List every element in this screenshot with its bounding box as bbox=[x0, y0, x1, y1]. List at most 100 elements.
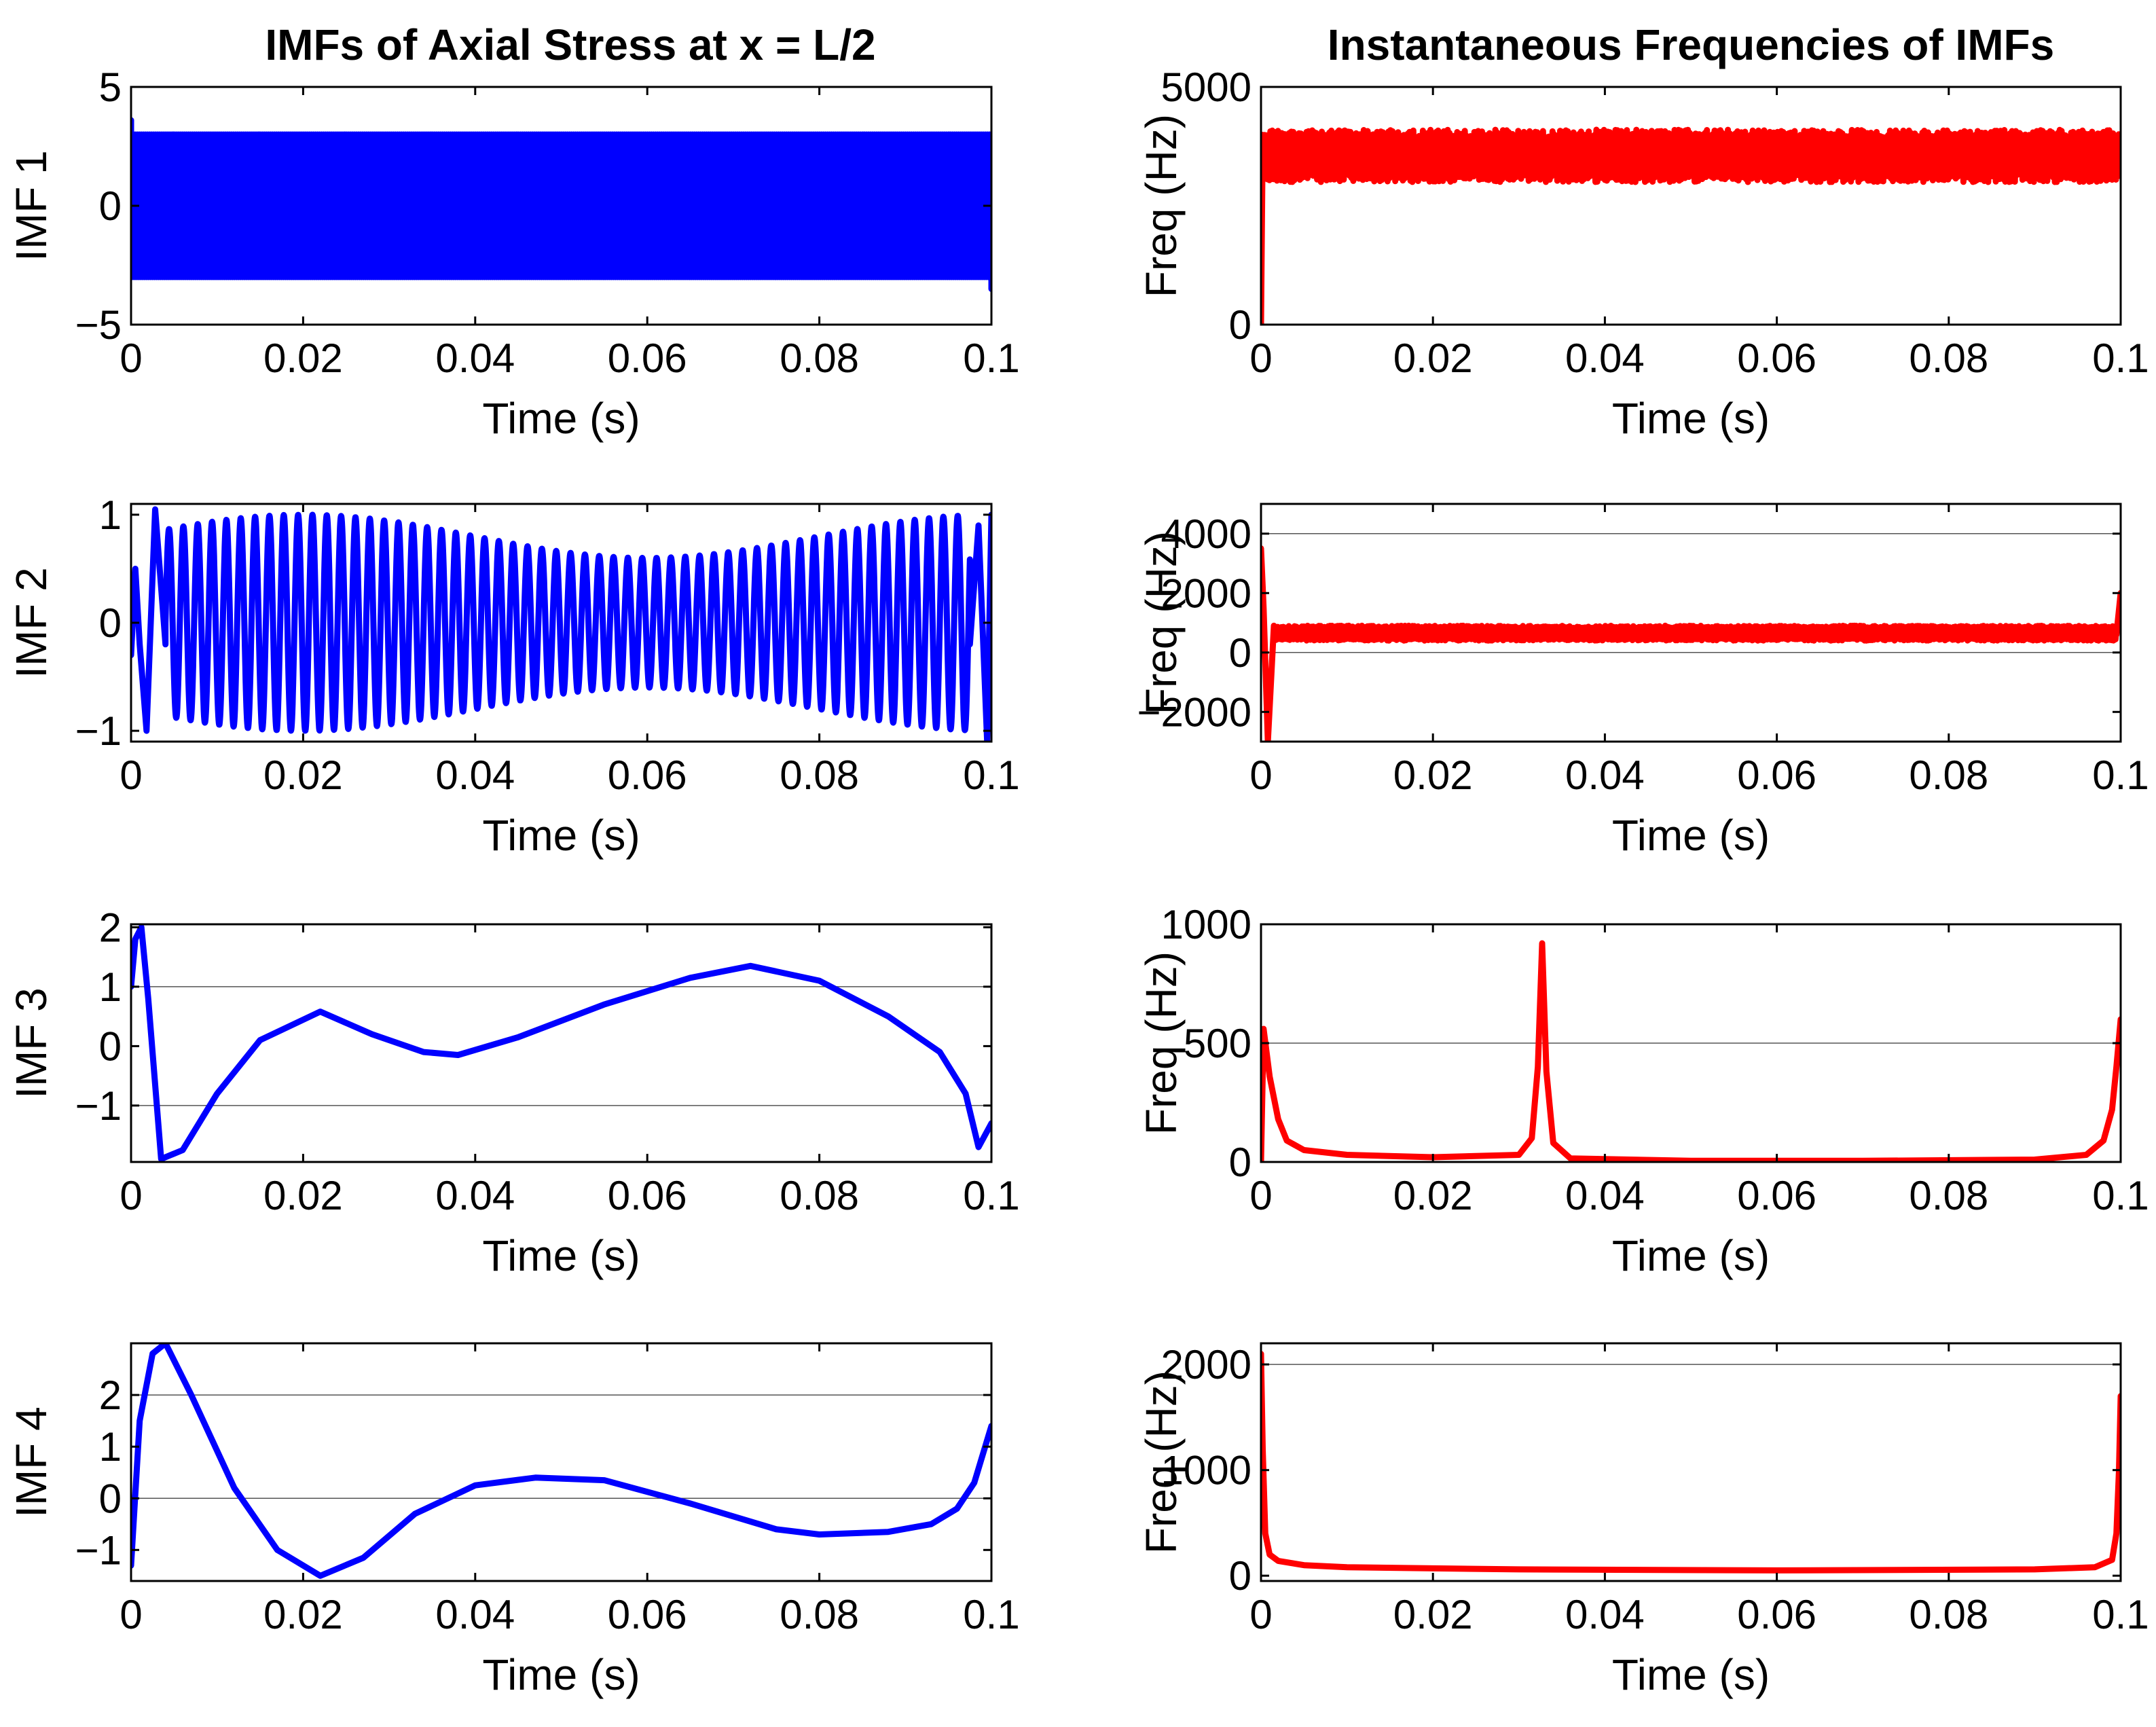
x-tick-label: 0.06 bbox=[608, 335, 687, 381]
subplot-if1: 0 0.02 0.04 0.06 0.08 0.1 0 5000 Time (s) Freq (H… bbox=[1137, 65, 2149, 443]
x-axis-label: Time (s) bbox=[1612, 811, 1770, 860]
x-axis-label: Time (s) bbox=[1612, 1231, 1770, 1280]
x-tick-label: 0.04 bbox=[1565, 752, 1645, 798]
y-axis-label: IMF 1 bbox=[7, 150, 56, 261]
y-tick-label: 1000 bbox=[1161, 1448, 1251, 1493]
x-tick-label: 0.02 bbox=[1393, 1592, 1473, 1637]
x-tick-label: 0.1 bbox=[963, 335, 1019, 381]
y-tick-label: 1 bbox=[99, 964, 122, 1010]
y-tick-label: 5 bbox=[99, 65, 122, 110]
x-axis-label: Time (s) bbox=[1612, 1650, 1770, 1699]
x-tick-label: 0.06 bbox=[1737, 1592, 1816, 1637]
y-axis-label: IMF 3 bbox=[7, 987, 56, 1099]
series-line-if3 bbox=[1261, 940, 2121, 1162]
y-tick-label: 1000 bbox=[1161, 902, 1251, 947]
x-tick-label: 0.02 bbox=[263, 1173, 343, 1218]
x-tick-label: 0.02 bbox=[263, 335, 343, 381]
x-tick-label: 0 bbox=[120, 1173, 142, 1218]
axes-frame bbox=[130, 1342, 993, 1582]
x-tick-label: 0 bbox=[120, 1592, 142, 1637]
x-tick-label: 0.08 bbox=[780, 1173, 859, 1218]
x-tick-label: 0.04 bbox=[1565, 1592, 1645, 1637]
y-tick-label: 0 bbox=[1229, 630, 1251, 676]
x-tick-label: 0 bbox=[120, 752, 142, 798]
x-tick-label: 0 bbox=[1249, 1592, 1272, 1637]
x-tick-label: 0.06 bbox=[608, 1173, 687, 1218]
y-tick-label: −5 bbox=[75, 302, 122, 348]
x-tick-label: 0.1 bbox=[2092, 752, 2149, 798]
y-tick-label: 2000 bbox=[1161, 1342, 1251, 1387]
plot-area bbox=[1261, 1343, 2121, 1581]
x-tick-label: 0 bbox=[1249, 1173, 1272, 1218]
x-tick-label: 0.02 bbox=[1393, 335, 1473, 381]
x-tick-label: 0.08 bbox=[780, 335, 859, 381]
x-tick-label: 0.1 bbox=[963, 1592, 1019, 1637]
y-tick-label: 0 bbox=[99, 183, 122, 229]
series-line-imf1 bbox=[131, 117, 991, 292]
x-tick-label: 0.06 bbox=[1737, 752, 1816, 798]
axes-frame bbox=[1260, 503, 2122, 743]
subplot-if3: 0 0.02 0.04 0.06 0.08 0.1 0 500 1000 Time (s) Freq… bbox=[1137, 902, 2149, 1280]
series-line-if2 bbox=[1261, 545, 2121, 742]
y-axis-label: IMF 2 bbox=[7, 567, 56, 678]
x-tick-label: 0.08 bbox=[1909, 1592, 1988, 1637]
x-tick-label: 0.04 bbox=[435, 1173, 515, 1218]
x-tick-label: 0.06 bbox=[1737, 1173, 1816, 1218]
x-axis-label: Time (s) bbox=[1612, 394, 1770, 443]
y-axis-label: Freq (Hz) bbox=[1137, 1370, 1186, 1554]
x-tick-label: 0 bbox=[1249, 752, 1272, 798]
y-tick-label: 500 bbox=[1184, 1021, 1251, 1066]
y-tick-label: 1 bbox=[99, 492, 122, 538]
y-tick-label: −1 bbox=[75, 1083, 122, 1129]
y-tick-label: −2000 bbox=[1137, 689, 1251, 735]
x-tick-label: 0 bbox=[120, 335, 142, 381]
series-line-imf3 bbox=[131, 924, 991, 1162]
x-tick-label: 0.04 bbox=[1565, 335, 1645, 381]
x-tick-label: 0.1 bbox=[963, 1173, 1019, 1218]
axes-frame bbox=[1260, 1342, 2122, 1582]
x-tick-label: 0.04 bbox=[1565, 1173, 1645, 1218]
x-tick-label: 0.08 bbox=[780, 1592, 859, 1637]
y-tick-label: 0 bbox=[1229, 1553, 1251, 1599]
series-line-imf4 bbox=[131, 1343, 991, 1579]
subplot-if2: 0 0.02 0.04 0.06 0.08 0.1 −2000 0 2000 4000 Time (… bbox=[1137, 503, 2149, 860]
y-tick-label: 0 bbox=[99, 1023, 122, 1069]
x-tick-label: 0.06 bbox=[1737, 335, 1816, 381]
x-tick-label: 0.06 bbox=[608, 1592, 687, 1637]
x-tick-label: 0 bbox=[1249, 335, 1272, 381]
plot-area bbox=[131, 924, 991, 1162]
y-tick-label: 2000 bbox=[1161, 570, 1251, 616]
y-tick-label: 2 bbox=[99, 1372, 122, 1418]
subplot-imf4: 0 0.02 0.04 0.06 0.08 0.1 −1 0 1 2 Time (s) IMF 4 bbox=[7, 1342, 1020, 1699]
x-tick-label: 0.04 bbox=[435, 1592, 515, 1637]
x-axis-label: Time (s) bbox=[482, 394, 640, 443]
x-tick-label: 0.02 bbox=[1393, 752, 1473, 798]
y-tick-label: −1 bbox=[75, 708, 122, 754]
x-tick-label: 0.1 bbox=[2092, 1173, 2149, 1218]
y-tick-label: 1 bbox=[99, 1424, 122, 1470]
subplot-if4: 0 0.02 0.04 0.06 0.08 0.1 0 1000 2000 Time (s) Fre… bbox=[1137, 1342, 2149, 1699]
x-tick-label: 0.04 bbox=[435, 752, 515, 798]
y-tick-label: −1 bbox=[75, 1527, 122, 1573]
x-tick-label: 0.08 bbox=[1909, 335, 1988, 381]
x-tick-label: 0.04 bbox=[435, 335, 515, 381]
series-line-if1 bbox=[1261, 126, 2121, 325]
y-tick-label: 0 bbox=[99, 600, 122, 646]
x-axis-label: Time (s) bbox=[482, 1231, 640, 1280]
x-tick-label: 0.02 bbox=[263, 752, 343, 798]
axes-frame bbox=[130, 923, 993, 1163]
axes-frame bbox=[1260, 86, 2122, 326]
y-axis-label: Freq (Hz) bbox=[1137, 114, 1186, 297]
x-tick-label: 0.08 bbox=[1909, 752, 1988, 798]
x-tick-label: 0.02 bbox=[1393, 1173, 1473, 1218]
left-column-title: IMFs of Axial Stress at x = L/2 bbox=[265, 20, 875, 69]
plot-area bbox=[131, 1343, 991, 1581]
y-axis-label: IMF 4 bbox=[7, 1406, 56, 1518]
y-tick-label: 5000 bbox=[1161, 65, 1251, 110]
y-tick-label: 2 bbox=[99, 905, 122, 950]
x-axis-label: Time (s) bbox=[482, 1650, 640, 1699]
